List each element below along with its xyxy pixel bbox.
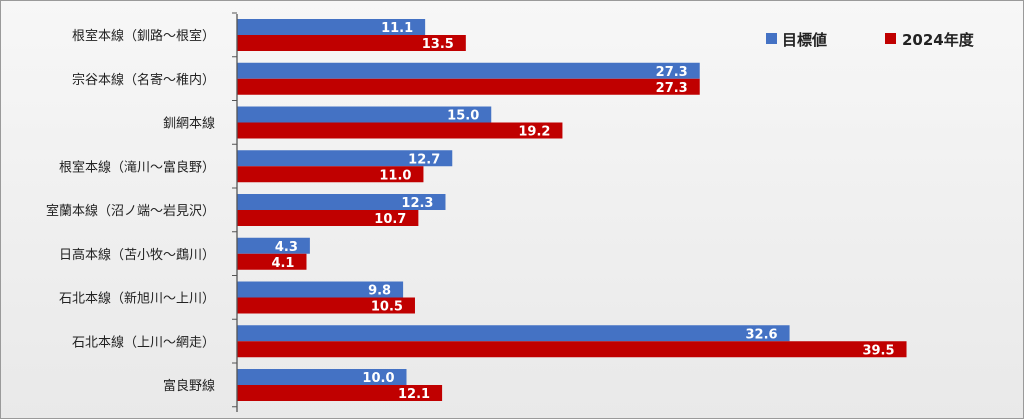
- bars: 11.1 13.5 27.327.3 15.0 19.2 12.711.0 12.310.7…: [237, 19, 907, 402]
- target-bar: [237, 194, 446, 210]
- category-label: 釧網本線: [163, 116, 215, 132]
- category-label: 石北本線（新旭川～上川）: [59, 291, 215, 307]
- category-label: 根室本線（釧路～根室）: [72, 28, 215, 44]
- legend-label: 目標値: [782, 31, 827, 49]
- data-label: 9.8: [368, 284, 391, 299]
- category-label: 根室本線（滝川～富良野）: [59, 159, 215, 175]
- target-bar: [237, 106, 492, 123]
- category-label: 宗谷本線（名寄～稚内）: [72, 72, 215, 88]
- category-label: 日高本線（苫小牧～鵡川）: [59, 247, 215, 263]
- category-label: 富良野線: [163, 378, 215, 394]
- fy2024-bar: [237, 341, 907, 358]
- data-label: 19.2: [518, 125, 550, 140]
- data-label: 39.5: [862, 343, 894, 358]
- data-label: 27.3: [656, 65, 688, 80]
- target-bar: [237, 237, 310, 254]
- target-bar: [237, 369, 407, 385]
- fy2024-bar: [237, 78, 700, 95]
- fy2024-bar: [237, 210, 419, 226]
- target-bar: [237, 62, 700, 79]
- category-label: 石北本線（上川～網走）: [72, 334, 215, 350]
- legend-label: 2024年度: [902, 31, 975, 49]
- fy2024-bar: [237, 122, 563, 139]
- fy2024-bar: [237, 297, 415, 314]
- data-label: 12.3: [401, 196, 433, 211]
- fy2024-bar: [237, 166, 424, 183]
- data-label: 4.1: [271, 256, 294, 271]
- data-label: 10.0: [362, 371, 394, 386]
- data-label: 27.3: [656, 81, 688, 96]
- target-bar: [237, 150, 453, 167]
- data-label: 10.7: [374, 212, 406, 227]
- legend-swatch: [885, 33, 896, 44]
- fy2024-bar: [237, 253, 307, 270]
- target-bar: [237, 325, 790, 342]
- fy2024-bar: [237, 35, 466, 51]
- data-label: 12.1: [398, 387, 430, 402]
- target-bar: [237, 281, 404, 298]
- target-bar: [237, 19, 426, 35]
- data-label: 13.5: [422, 37, 454, 52]
- data-label: 32.6: [745, 327, 777, 342]
- category-label: 室蘭本線（沼ノ端～岩見沢）: [46, 203, 215, 219]
- data-label: 12.7: [408, 152, 440, 167]
- data-label: 11.0: [379, 168, 411, 183]
- legend: 目標値 2024年度: [766, 31, 975, 49]
- fy2024-bar: [237, 385, 443, 401]
- data-label: 15.0: [447, 109, 479, 124]
- data-label: 10.5: [371, 300, 403, 315]
- data-label: 4.3: [275, 240, 298, 255]
- data-label: 11.1: [381, 21, 413, 36]
- legend-swatch: [766, 33, 777, 44]
